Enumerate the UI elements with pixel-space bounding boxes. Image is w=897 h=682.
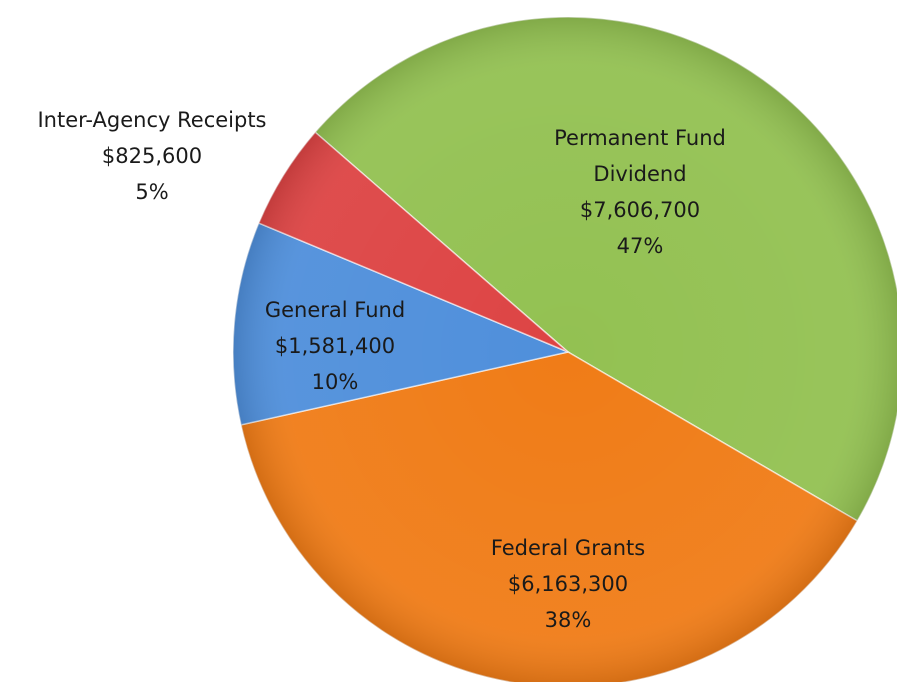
percent-label: 47% [616, 234, 664, 258]
category-label: Permanent Fund Dividend [554, 126, 726, 186]
slice-label: Permanent Fund Dividend $7,606,700 47% [540, 120, 740, 264]
value-label: $7,606,700 [579, 198, 701, 222]
percent-label: 5% [135, 180, 169, 204]
category-label: Federal Grants [490, 536, 646, 560]
category-label: General Fund [264, 298, 406, 322]
percent-label: 10% [311, 370, 359, 394]
category-label: Inter-Agency Receipts [37, 108, 267, 132]
slice-label: Inter-Agency Receipts $825,600 5% [0, 102, 312, 210]
slice-label: General Fund $1,581,400 10% [235, 292, 435, 400]
value-label: $1,581,400 [274, 334, 396, 358]
value-label: $825,600 [101, 144, 203, 168]
value-label: $6,163,300 [507, 572, 629, 596]
slice-label: Federal Grants $6,163,300 38% [438, 530, 698, 638]
percent-label: 38% [544, 608, 592, 632]
